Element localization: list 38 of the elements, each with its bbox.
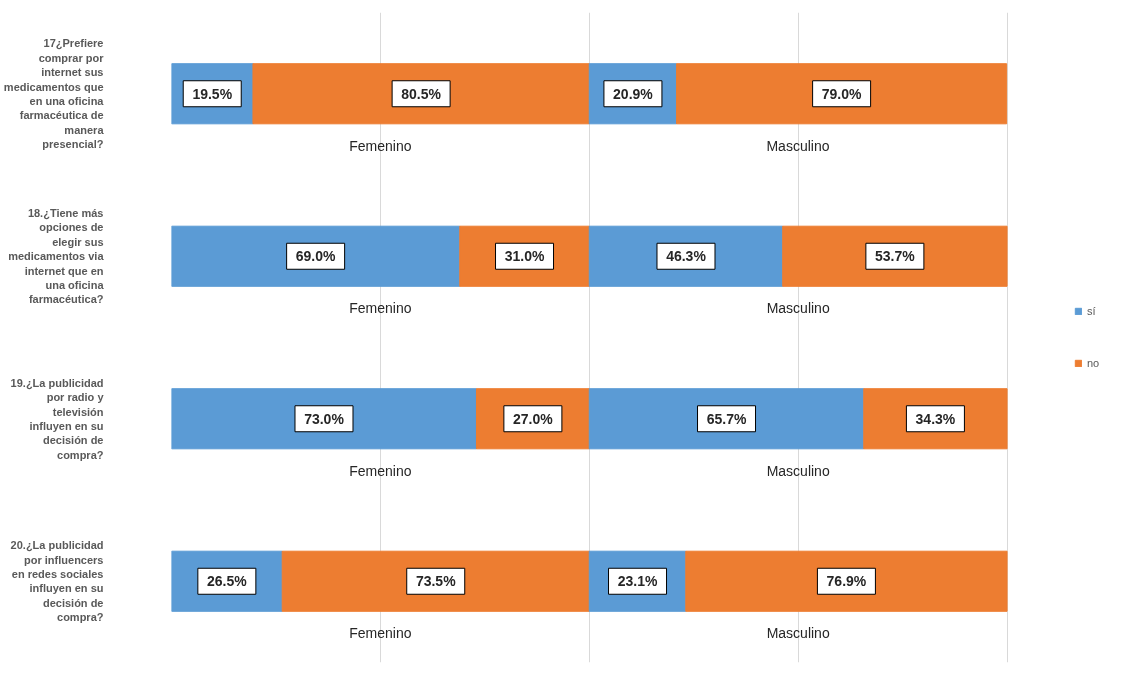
data-label: 73.0%: [304, 410, 345, 427]
bar: [588, 388, 865, 450]
data-label: 34.3%: [915, 410, 956, 427]
data-label: 69.0%: [295, 248, 337, 265]
legend-label: no: [1087, 357, 1101, 369]
data-label: 65.7%: [706, 410, 747, 427]
y-tick-label: 20.¿La publicidad por influencers en redes sociales influyen en su decisión de compra?: [10, 539, 104, 624]
data-label: 27.0%: [513, 410, 554, 427]
data-label: 19.5%: [192, 85, 233, 102]
y-tick-label: 19.¿La publicidad por radio y televisión influyen en su decisión de compra?: [10, 376, 105, 461]
data-label: 76.9%: [826, 573, 867, 590]
annotation: Femenino: [349, 137, 412, 154]
data-label: 23.1%: [617, 573, 658, 590]
data-label: 20.9%: [613, 85, 654, 102]
data-label: 80.5%: [401, 85, 442, 102]
bar: [281, 550, 590, 612]
annotation: Masculino: [766, 300, 830, 317]
data-label: 53.7%: [875, 248, 916, 265]
annotation: Masculino: [766, 625, 830, 642]
legend-label: sí: [1087, 305, 1097, 317]
data-label: 46.3%: [666, 248, 707, 265]
bar: [685, 550, 1008, 612]
y-tick-label: 17¿Prefiere comprar por internet sus medicamentos que en una oficina farmacéutica de manera presencial?: [3, 37, 105, 151]
data-label: 73.5%: [415, 573, 457, 590]
annotation: Femenino: [349, 462, 412, 479]
data-label: 31.0%: [504, 248, 545, 265]
annotation: Masculino: [766, 137, 830, 154]
data-label: 79.0%: [821, 85, 863, 102]
data-label: 26.5%: [207, 573, 248, 590]
bar: [676, 63, 1008, 125]
annotation: Femenino: [349, 625, 412, 642]
bar: [171, 388, 477, 450]
bar: [252, 63, 590, 125]
annotation: Masculino: [766, 462, 830, 479]
y-tick-label: 18.¿Tiene más opciones de elegir sus medicamentos via internet que en una oficina farmacéutica?: [8, 207, 105, 306]
annotation: Femenino: [349, 300, 412, 317]
bar: [782, 225, 1008, 287]
bar: [171, 225, 461, 287]
